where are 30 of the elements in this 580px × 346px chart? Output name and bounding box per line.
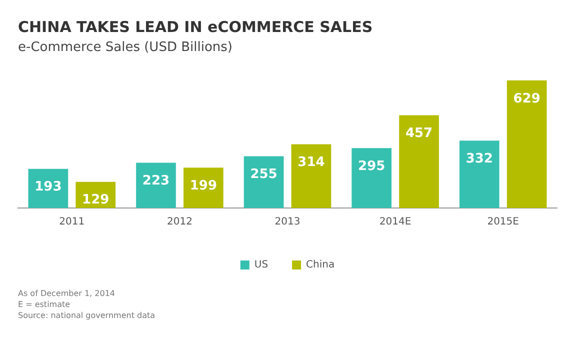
bar	[291, 144, 332, 208]
x-tick-label: 2014E	[379, 216, 412, 228]
bar	[136, 162, 176, 208]
legend-label: US	[254, 260, 268, 271]
x-tick-label: 2015E	[487, 216, 519, 228]
text: E = estimate	[18, 299, 72, 310]
chart-title: CHINA TAKES LEAD IN eCOMMERCE SALES	[18, 18, 373, 36]
source-note: Source: national government data	[18, 310, 156, 321]
bar	[183, 168, 224, 208]
data-label: 193	[34, 180, 62, 195]
chart-subtitle: e-Commerce Sales (USD Billions)	[18, 40, 232, 55]
x-tick-label: 2012	[166, 216, 192, 228]
bar	[506, 80, 547, 208]
data-label: 223	[142, 174, 170, 189]
x-tick-label: 2013	[274, 216, 300, 228]
bar	[352, 148, 392, 208]
data-label: 332	[466, 152, 493, 167]
data-label: 457	[405, 126, 433, 142]
data-label: 255	[250, 167, 278, 182]
text: As of December 1, 2014	[18, 288, 116, 299]
bar	[399, 115, 439, 208]
data-label: 199	[190, 178, 217, 194]
data-label: 629	[513, 91, 540, 106]
x-tick-label: 2011	[59, 216, 85, 228]
data-label: 129	[82, 192, 110, 208]
data-label: 314	[298, 155, 325, 170]
data-label: 295	[358, 159, 386, 174]
bar	[244, 156, 284, 208]
bar	[459, 140, 500, 208]
legend-label: China	[306, 260, 335, 271]
